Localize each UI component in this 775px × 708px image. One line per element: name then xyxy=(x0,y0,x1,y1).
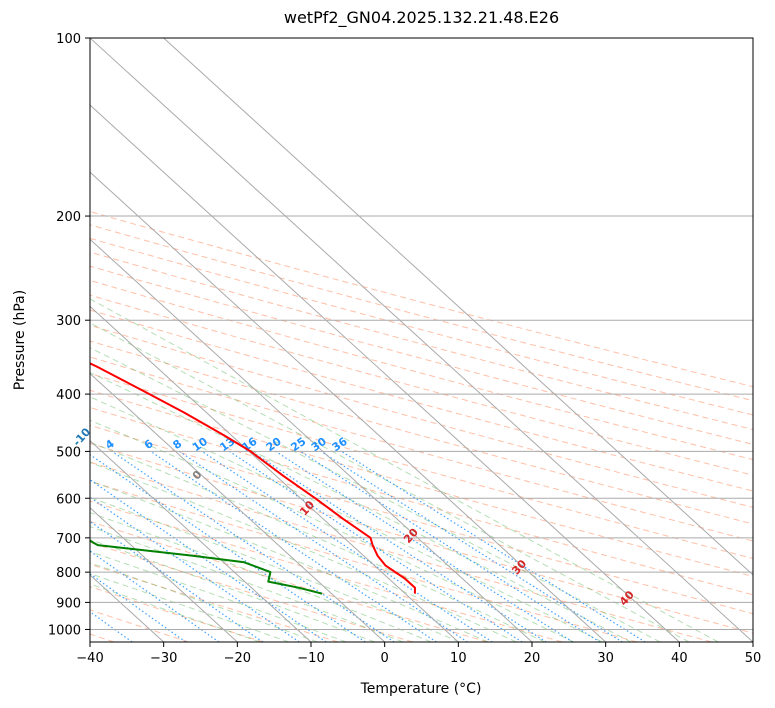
isotherm-line xyxy=(90,38,753,642)
moist-adiabat xyxy=(90,461,517,642)
dry-adiabat xyxy=(90,520,488,642)
moist-adiabat xyxy=(90,496,460,642)
mixing-ratio-line xyxy=(320,450,623,642)
mixing-ratio-line xyxy=(111,450,395,642)
isotherm-label: 30 xyxy=(509,557,529,577)
dry-adiabat xyxy=(90,563,339,642)
mixing-ratio-line xyxy=(300,450,601,642)
moist-adiabat xyxy=(90,322,690,642)
x-tick-label: 30 xyxy=(597,651,614,666)
y-tick-label: 1000 xyxy=(48,623,81,638)
isotherm-line xyxy=(90,507,238,642)
temperature-line xyxy=(90,362,416,594)
y-tick-label: 800 xyxy=(56,566,81,581)
mixing-ratio-line xyxy=(251,450,547,642)
x-tick-label: 20 xyxy=(524,651,541,666)
moist-adiabat xyxy=(90,480,489,642)
mixing-ratio-line xyxy=(90,610,133,642)
mixing-ratio-line xyxy=(90,573,187,642)
isotherm-line xyxy=(163,38,753,576)
mixing-ratio-line xyxy=(201,450,493,642)
moist-adiabat xyxy=(90,583,261,642)
mixing-ratio-line xyxy=(90,520,264,642)
y-tick-label: 600 xyxy=(56,492,81,507)
isotherm-line xyxy=(90,104,680,642)
profile-lines xyxy=(90,362,416,595)
dry-adiabat xyxy=(90,442,753,634)
isotherm-label: 0 xyxy=(190,468,205,483)
dry-adiabat xyxy=(90,211,753,388)
isotherm-line xyxy=(90,305,459,642)
x-axis-label: Temperature (°C) xyxy=(360,681,482,697)
y-tick-label: 300 xyxy=(56,314,81,329)
y-tick-label: 500 xyxy=(56,445,81,460)
dry-adiabat xyxy=(90,279,753,461)
background-grid xyxy=(90,38,753,642)
moist-adiabat xyxy=(90,396,603,642)
dry-adiabat xyxy=(90,500,563,642)
mixing-ratio-line xyxy=(90,479,327,642)
isotherm-line xyxy=(90,171,607,642)
isotherm-label: 20 xyxy=(401,526,421,546)
isotherm-line xyxy=(90,372,386,642)
moist-adiabat xyxy=(90,372,632,642)
moist-adiabat xyxy=(90,347,661,642)
dry-adiabat xyxy=(90,251,753,431)
dry-adiabat xyxy=(90,324,753,508)
x-tick-label: −20 xyxy=(224,651,251,666)
dewpoint-line xyxy=(90,539,323,595)
isotherm-line xyxy=(90,439,312,642)
dry-adiabat xyxy=(90,480,638,642)
dry-adiabat xyxy=(90,461,712,642)
y-tick-label: 700 xyxy=(56,532,81,547)
x-tick-label: −40 xyxy=(76,651,103,666)
dry-adiabat xyxy=(90,586,264,642)
x-tick-label: −30 xyxy=(150,651,177,666)
chart-title: wetPf2_GN04.2025.132.21.48.E26 xyxy=(283,8,560,27)
mixing-ratio-line xyxy=(275,450,574,642)
y-tick-label: 200 xyxy=(56,210,81,225)
dry-adiabat xyxy=(90,406,753,596)
moist-adiabat xyxy=(90,526,404,642)
axes: −40 −30 −20 −10 0 10 20 30 40 5010020030040050060… xyxy=(48,32,761,666)
y-tick-label: 100 xyxy=(56,32,81,47)
mixing-ratio-line xyxy=(150,450,437,642)
isotherm-line xyxy=(90,238,533,642)
mixing-ratio-label: 4 xyxy=(103,437,117,452)
dry-adiabat xyxy=(90,309,753,492)
x-tick-label: 0 xyxy=(381,651,389,666)
dry-adiabat xyxy=(90,542,414,642)
y-axis-label: Pressure (hPa) xyxy=(12,290,28,390)
moist-adiabat xyxy=(90,419,574,642)
dry-adiabat xyxy=(90,340,753,525)
moist-adiabat xyxy=(90,551,347,642)
dry-adiabat xyxy=(90,237,753,416)
x-tick-label: 40 xyxy=(671,651,688,666)
plot-frame xyxy=(89,37,754,643)
moist-adiabat xyxy=(90,298,719,642)
moist-adiabat xyxy=(90,512,432,642)
x-tick-label: 50 xyxy=(745,651,762,666)
moist-adiabat xyxy=(90,538,375,642)
mixing-ratio-line xyxy=(90,496,300,642)
mixing-ratio-line xyxy=(341,450,646,642)
y-tick-label: 400 xyxy=(56,388,81,403)
x-tick-label: 10 xyxy=(450,651,467,666)
x-tick-label: −10 xyxy=(297,651,324,666)
isotherm-label: 40 xyxy=(617,588,637,608)
mixing-ratio-line xyxy=(90,550,220,642)
y-tick-label: 900 xyxy=(56,596,81,611)
